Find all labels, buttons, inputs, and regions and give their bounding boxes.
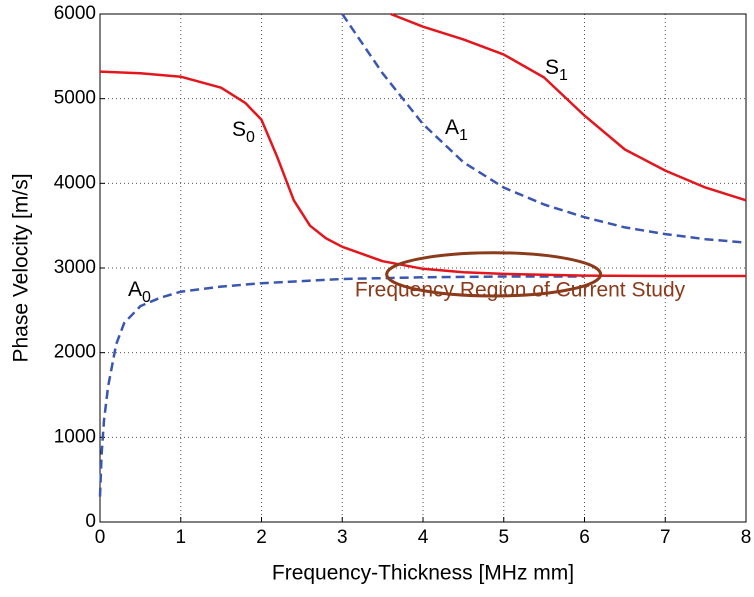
y-tick-label: 0	[85, 511, 96, 532]
curve	[390, 12, 747, 202]
curve	[99, 70, 746, 278]
curve-label-sub: 1	[559, 67, 568, 84]
x-tick-label: 0	[95, 527, 106, 548]
x-axis-label: Frequency-Thickness [MHz mm]	[272, 562, 574, 585]
y-tick-label: 5000	[54, 88, 96, 109]
curve-label: S1	[545, 56, 568, 85]
y-tick-label: 4000	[54, 172, 96, 193]
x-tick-label: 3	[337, 527, 348, 548]
curve-label-sub: 0	[246, 129, 255, 146]
curve-label-name: A	[128, 278, 142, 301]
curve-label: S0	[232, 118, 255, 147]
curve-label-name: S	[232, 118, 246, 141]
y-axis-label: Phase Velocity [m/s]	[10, 173, 33, 362]
curve-label-name: A	[445, 116, 459, 139]
x-tick-label: 5	[498, 527, 509, 548]
curve-label: A1	[445, 116, 468, 145]
curve-label: A0	[128, 278, 151, 307]
highlight-region	[385, 251, 603, 298]
region-label: Frequency Region of Current Study	[355, 279, 686, 302]
curve	[341, 13, 747, 244]
y-tick-label: 1000	[54, 426, 96, 447]
x-tick-label: 2	[256, 527, 267, 548]
curve-label-sub: 0	[142, 289, 151, 306]
x-tick-label: 1	[175, 527, 186, 548]
x-tick-label: 7	[660, 527, 671, 548]
plot-frame	[99, 13, 747, 523]
y-tick-label: 3000	[54, 257, 96, 278]
curve-label-sub: 1	[459, 127, 468, 144]
x-tick-label: 8	[741, 527, 752, 548]
y-tick-label: 6000	[54, 3, 96, 24]
curve	[98, 275, 585, 497]
x-tick-label: 4	[418, 527, 429, 548]
y-tick-label: 2000	[54, 342, 96, 363]
curve-label-name: S	[545, 56, 559, 79]
x-tick-label: 6	[579, 527, 590, 548]
